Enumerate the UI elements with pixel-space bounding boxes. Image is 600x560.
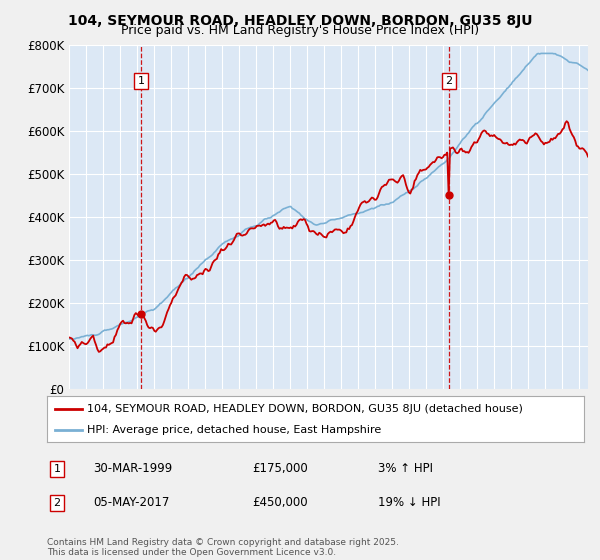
Text: 1: 1: [137, 76, 145, 86]
Text: 3% ↑ HPI: 3% ↑ HPI: [378, 462, 433, 475]
Text: 104, SEYMOUR ROAD, HEADLEY DOWN, BORDON, GU35 8JU (detached house): 104, SEYMOUR ROAD, HEADLEY DOWN, BORDON,…: [87, 404, 523, 414]
Text: HPI: Average price, detached house, East Hampshire: HPI: Average price, detached house, East…: [87, 425, 382, 435]
Text: 05-MAY-2017: 05-MAY-2017: [93, 496, 169, 510]
Text: Contains HM Land Registry data © Crown copyright and database right 2025.
This d: Contains HM Land Registry data © Crown c…: [47, 538, 398, 557]
Text: 19% ↓ HPI: 19% ↓ HPI: [378, 496, 440, 510]
Text: 30-MAR-1999: 30-MAR-1999: [93, 462, 172, 475]
Text: £450,000: £450,000: [252, 496, 308, 510]
Text: 2: 2: [53, 498, 61, 508]
Text: 1: 1: [53, 464, 61, 474]
Text: £175,000: £175,000: [252, 462, 308, 475]
Text: 104, SEYMOUR ROAD, HEADLEY DOWN, BORDON, GU35 8JU: 104, SEYMOUR ROAD, HEADLEY DOWN, BORDON,…: [68, 14, 532, 28]
Text: Price paid vs. HM Land Registry's House Price Index (HPI): Price paid vs. HM Land Registry's House …: [121, 24, 479, 37]
Text: 2: 2: [446, 76, 453, 86]
